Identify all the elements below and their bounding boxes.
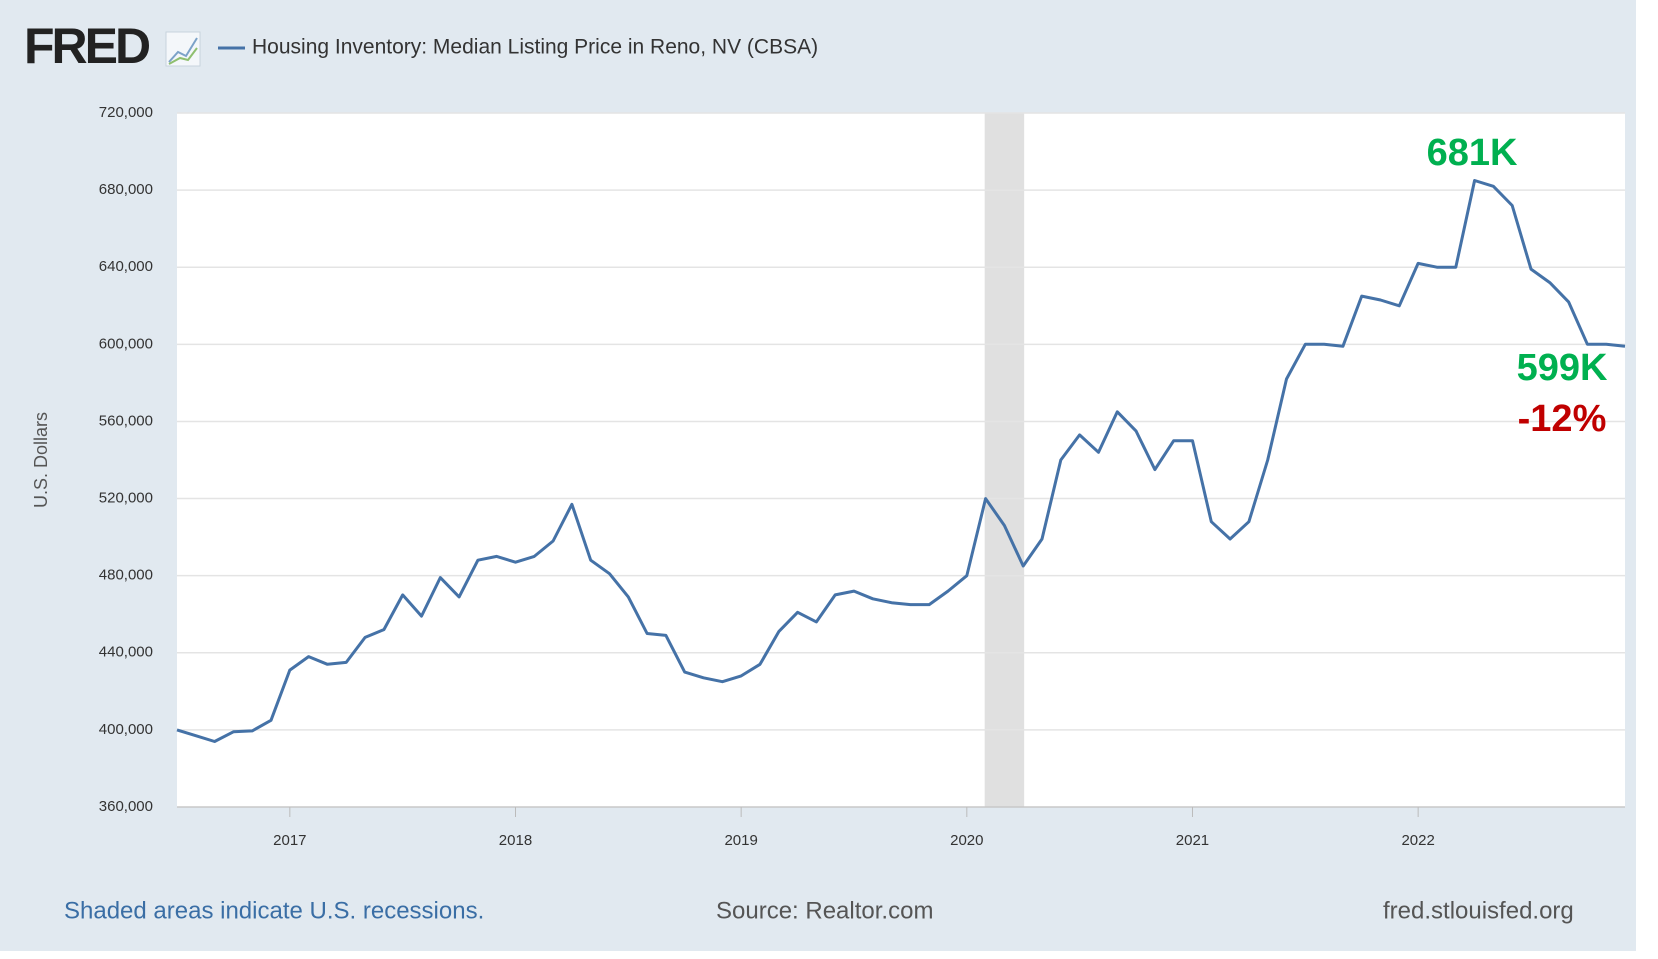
y-tick-label: 640,000: [99, 258, 153, 275]
footer-source: Source: Realtor.com: [716, 897, 933, 924]
y-tick-label: 360,000: [99, 798, 153, 815]
x-tick-label: 2018: [499, 832, 532, 849]
recession-shade: [984, 113, 1025, 807]
annotation: 681K: [1427, 132, 1518, 174]
y-tick-label: 480,000: [99, 567, 153, 584]
logo: FRED: [24, 18, 150, 74]
x-tick-label: 2019: [724, 832, 757, 849]
footer-site: fred.stlouisfed.org: [1383, 897, 1574, 924]
y-tick-label: 560,000: [99, 412, 153, 429]
y-tick-label: 600,000: [99, 335, 153, 352]
x-tick-label: 2020: [950, 832, 983, 849]
x-tick-label: 2017: [273, 832, 306, 849]
y-tick-label: 400,000: [99, 721, 153, 738]
data-line: [176, 179, 1626, 743]
y-tick-label: 680,000: [99, 181, 153, 198]
footer-note: Shaded areas indicate U.S. recessions.: [64, 897, 484, 924]
y-tick-label: 520,000: [99, 490, 153, 507]
y-axis-label: U.S. Dollars: [31, 412, 51, 508]
annotation: -12%: [1518, 398, 1607, 440]
x-tick-label: 2021: [1176, 832, 1209, 849]
chart-title: Housing Inventory: Median Listing Price …: [252, 36, 818, 59]
logo-icon: [165, 31, 201, 67]
y-tick-label: 720,000: [99, 104, 153, 121]
annotation: 599K: [1517, 347, 1608, 389]
x-tick-label: 2022: [1401, 832, 1434, 849]
plot-area: [177, 113, 1625, 807]
y-tick-label: 440,000: [99, 644, 153, 661]
